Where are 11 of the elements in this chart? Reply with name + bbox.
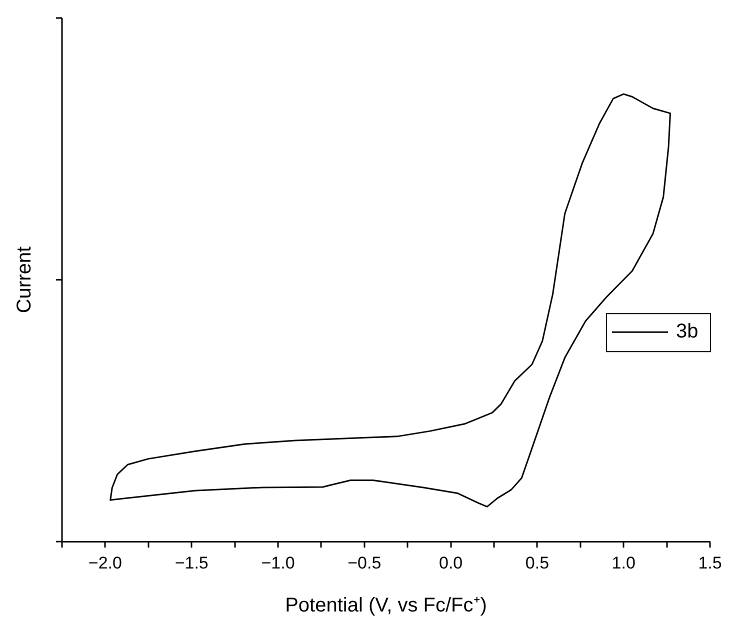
x-tick-label: −0.5 [348,553,382,572]
x-tick-label: 1.5 [698,553,722,572]
x-tick-label: −1.0 [261,553,295,572]
x-tick-label: −1.5 [174,553,208,572]
x-tick-label: −2.0 [88,553,122,572]
x-tick-label: 1.0 [612,553,636,572]
x-tick-label: 0.5 [525,553,550,572]
legend-label: 3b [676,320,698,343]
x-axis-title: Potential (V, vs Fc/Fc⁺) [285,594,487,617]
x-tick-label: 0.0 [438,553,463,572]
y-axis-title: Current [14,246,36,314]
